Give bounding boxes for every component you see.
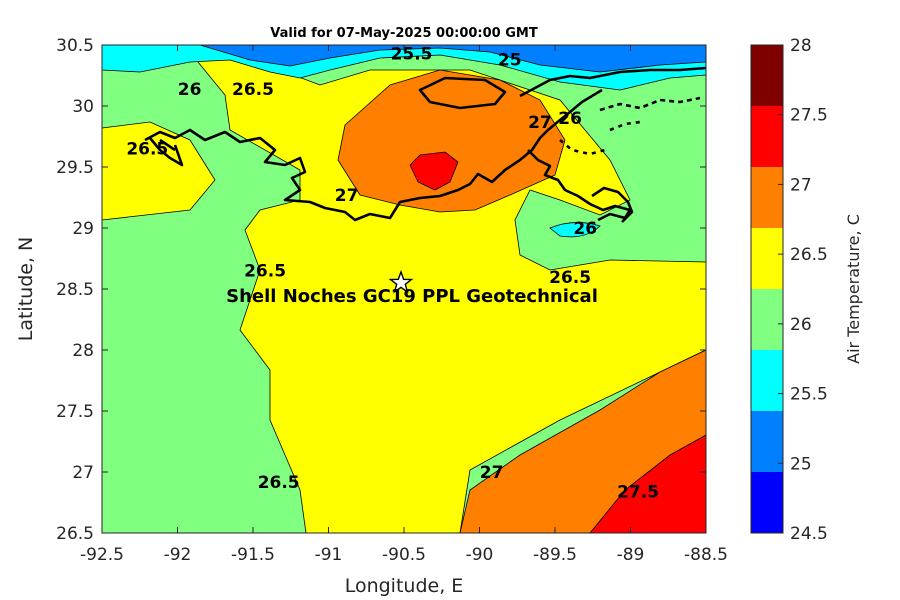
y-tick-label: 28.5: [56, 280, 94, 300]
contour-band-26-5: [183, 45, 706, 533]
y-tick-label: 30: [72, 97, 94, 117]
y-tick-label: 27: [72, 463, 94, 483]
contour-label: 25.5: [391, 45, 433, 65]
colorbar-swatch: [751, 350, 783, 411]
contour-label: 26.5: [244, 262, 286, 282]
y-tick-label: 30.5: [56, 36, 94, 56]
x-tick-label: -89: [617, 545, 645, 565]
y-tick-label: 29.5: [56, 158, 94, 178]
colorbar-swatch: [751, 167, 783, 228]
site-label: Shell Noches GC19 PPL Geotechnical: [226, 286, 598, 307]
coastline: [144, 66, 706, 223]
map-title: Valid for 07-May-2025 00:00:00 GMT: [270, 26, 538, 41]
contour-label: 26: [558, 109, 582, 129]
colorbar-swatch: [751, 411, 783, 472]
contour-band-27-5-southeast: [589, 434, 706, 533]
x-tick-label: -91.5: [231, 545, 275, 565]
contour-label: 26.5: [258, 473, 300, 493]
coastline-west-bays: [149, 137, 184, 167]
colorbar-swatch: [751, 289, 783, 350]
coastline-north-shore: [519, 66, 706, 98]
y-tick-label: 29: [72, 219, 94, 239]
y-tick-label: 26.5: [56, 524, 94, 544]
colorbar-swatch: [751, 472, 783, 533]
contour-label: 26.5: [549, 268, 591, 288]
contour-label: 26: [573, 219, 597, 239]
site-star-marker[interactable]: [388, 269, 414, 294]
colorbar-tick-label: 25: [790, 454, 812, 474]
colorbar-tick-label: 26.5: [790, 245, 828, 265]
y-tick-label: 28: [72, 341, 94, 361]
x-axis-ticks: -92.5 -92 -91.5 -91 -90.5 -90 -89.5 -89 -88.5: [80, 45, 728, 565]
contour-label: 27.5: [617, 483, 659, 503]
x-axis-label: Longitude, E: [345, 575, 464, 597]
colorbar-label: Air Temperature, C: [844, 214, 863, 364]
contour-band-27: [337, 69, 566, 213]
x-tick-label: -92: [164, 545, 192, 565]
colorbar: 24.5 25 25.5 26 26.5 27 27.5 28: [750, 36, 828, 544]
contour-band-26-5-west: [102, 121, 216, 221]
contour-band-25: [199, 45, 706, 73]
y-axis-ticks: 26.5 27 27.5 28 28.5 29 29.5 30 30.5: [56, 36, 706, 544]
coastline-main: [144, 88, 603, 222]
colorbar-tick-label: 27.5: [790, 106, 828, 126]
y-tick-label: 27.5: [56, 402, 94, 422]
colorbar-swatch: [751, 106, 783, 167]
y-axis-label: Latitude, N: [15, 237, 37, 342]
colorbar-tick-label: 26: [790, 315, 812, 335]
x-tick-label: -90: [466, 545, 494, 565]
coastline-delta-tip: [591, 186, 634, 223]
contour-labels: 25.5 25 26 26.5 26.5 27 26 27 26 26.5 26.5 26.5 27 27…: [126, 45, 659, 503]
colorbar-swatch: [751, 45, 783, 106]
x-tick-label: -91: [315, 545, 343, 565]
x-tick-label: -92.5: [80, 545, 124, 565]
colorbar-swatch: [751, 228, 783, 289]
contour-label: 26: [178, 80, 202, 100]
colorbar-tick-label: 24.5: [790, 524, 828, 544]
contour-label: 26.5: [232, 80, 274, 100]
contour-label: 27: [335, 186, 359, 206]
x-tick-label: -89.5: [533, 545, 577, 565]
contour-band-25-5-pocket: [549, 222, 601, 238]
x-tick-label: -88.5: [684, 545, 728, 565]
x-tick-label: -90.5: [382, 545, 426, 565]
contour-label: 25: [498, 51, 522, 71]
colorbar-tick-label: 28: [790, 36, 812, 56]
contour-label: 27: [528, 113, 552, 133]
lake-pontchartrain: [418, 76, 507, 110]
colorbar-tick-label: 25.5: [790, 385, 828, 405]
contour-label: 26.5: [126, 140, 168, 160]
contour-label: 27: [480, 463, 504, 483]
contour-band-27-5-north: [409, 151, 459, 191]
colorbar-tick-label: 27: [790, 175, 812, 195]
colorbar-frame: [750, 44, 784, 534]
contour-field: [102, 45, 706, 533]
